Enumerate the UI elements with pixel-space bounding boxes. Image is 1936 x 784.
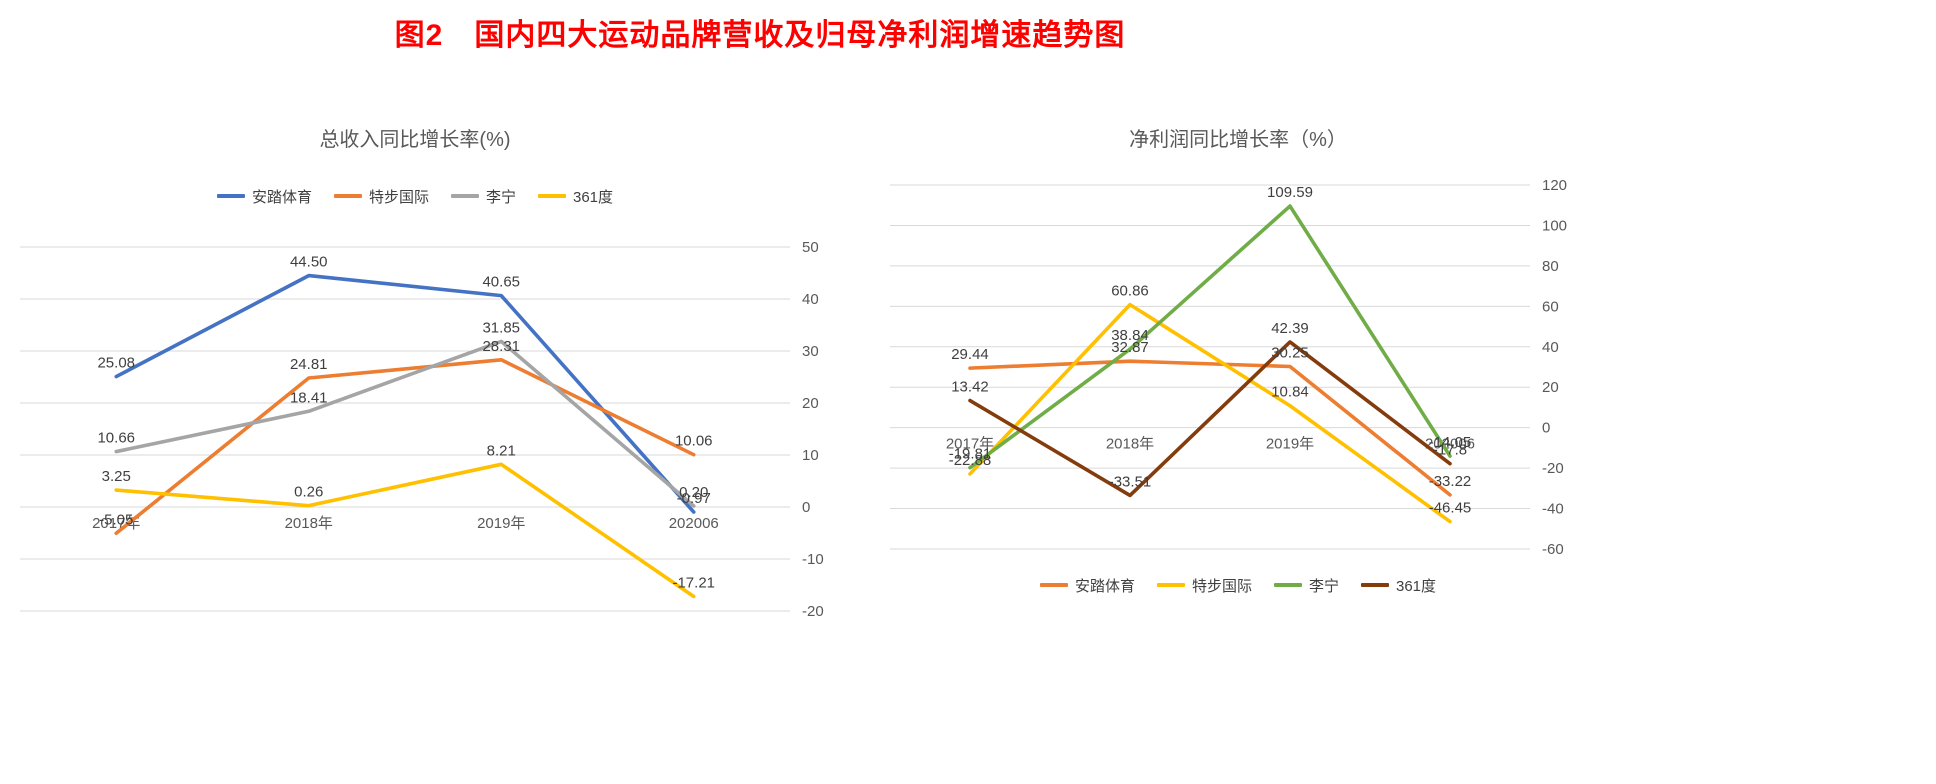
x-axis-category-label: 202006: [1425, 436, 1475, 453]
legend-label: 安踏体育: [1074, 577, 1135, 595]
data-label: 44.50: [290, 254, 328, 271]
data-label: 24.81: [290, 356, 328, 373]
y-axis-tick-label: 20: [1542, 379, 1559, 396]
y-axis-tick-label: 0: [1542, 420, 1550, 437]
profit-growth-chart: 净利润同比增长率（%） 120 100 80 60 40 20 0 -20 -40 -60 2017…: [888, 126, 1588, 595]
x-axis-category-label: 2019年: [1266, 436, 1314, 453]
data-label: 29.44: [951, 346, 989, 363]
revenue-chart-plot: 50 40 30 20 10 0 -10 -20 2017年 2018年 2019年 202006 25…: [20, 239, 824, 620]
profit-chart-title: 净利润同比增长率（%）: [1129, 129, 1347, 151]
data-label: 18.41: [290, 389, 328, 406]
x-axis-category-label: 202006: [669, 515, 719, 532]
legend-label: 李宁: [1308, 577, 1339, 595]
data-label: 60.86: [1111, 283, 1149, 300]
data-label: -33.22: [1429, 473, 1472, 490]
legend-item-安踏体育: 安踏体育: [216, 186, 312, 207]
data-label: 10.06: [675, 433, 713, 450]
y-axis-tick-label: 100: [1542, 217, 1567, 234]
legend-item-361度: 361度: [1361, 575, 1436, 596]
legend-marker: [1156, 583, 1185, 587]
revenue-growth-chart: 总收入同比增长率(%) 安踏体育 特步国际 李宁 361度 50 40 30 20 10 0 -1…: [0, 126, 830, 630]
data-label: 32.87: [1111, 339, 1149, 356]
series-line-361度: [968, 340, 1452, 498]
data-label: 40.65: [482, 274, 520, 291]
y-axis-tick-label: 0: [802, 499, 810, 516]
data-label: 8.21: [487, 442, 516, 459]
legend-item-李宁: 李宁: [1273, 575, 1339, 596]
y-axis-tick-label: 40: [1542, 339, 1559, 356]
x-axis-category-label: 2018年: [1106, 436, 1154, 453]
legend-marker: [1273, 583, 1302, 587]
x-axis-category-label: 2017年: [92, 515, 140, 532]
data-label: 28.31: [482, 338, 520, 355]
legend-label: 特步国际: [368, 188, 429, 206]
y-axis-tick-label: 80: [1542, 258, 1559, 275]
series-line-李宁: [968, 204, 1452, 470]
data-label: 30.25: [1271, 344, 1309, 361]
legend-label: 361度: [573, 188, 614, 206]
y-axis-tick-label: -40: [1542, 501, 1564, 518]
profit-chart-legend: 安踏体育 特步国际 李宁 361度: [888, 575, 1588, 595]
data-label: 25.08: [97, 355, 135, 372]
legend-marker: [333, 194, 362, 198]
data-label: 0.20: [679, 484, 708, 501]
legend-label: 安踏体育: [251, 188, 312, 206]
data-label: -17.8: [1433, 442, 1467, 459]
x-axis-category-label: 2017年: [946, 436, 994, 453]
series-line-361度: [114, 462, 696, 599]
legend-marker: [450, 194, 479, 198]
data-label: 10.66: [97, 430, 135, 447]
series-line-特步国际: [968, 302, 1452, 524]
series-line-特步国际: [114, 357, 696, 536]
data-label: 109.59: [1267, 184, 1313, 201]
y-axis-tick-label: 40: [802, 291, 819, 308]
legend-item-特步国际: 特步国际: [333, 186, 429, 207]
legend-item-李宁: 李宁: [450, 186, 516, 207]
legend-marker: [216, 194, 245, 198]
data-label: -19.81: [949, 446, 992, 463]
y-axis-tick-label: -10: [802, 551, 824, 568]
y-axis-tick-label: 10: [802, 447, 819, 464]
y-axis-tick-label: 60: [1542, 298, 1559, 315]
data-label: -17.21: [672, 574, 715, 591]
legend-marker: [1039, 583, 1068, 587]
data-label: -5.05: [99, 511, 133, 528]
legend-label: 李宁: [485, 188, 516, 206]
data-label: -0.97: [677, 490, 711, 507]
data-label: -46.45: [1429, 500, 1472, 517]
data-label: 38.84: [1111, 327, 1149, 344]
legend-item-特步国际: 特步国际: [1156, 575, 1252, 596]
series-line-安踏体育: [114, 273, 696, 514]
data-label: -22.88: [949, 452, 992, 469]
y-axis-tick-label: -20: [1542, 460, 1564, 477]
y-axis-tick-label: 30: [802, 343, 819, 360]
legend-marker: [538, 194, 566, 198]
data-label: 0.26: [294, 484, 323, 501]
data-label: -33.51: [1109, 473, 1152, 490]
legend-item-361度: 361度: [538, 186, 613, 207]
figure-title: 图2 国内四大运动品牌营收及归母净利润增速趋势图: [394, 19, 1126, 52]
profit-chart-plot: 120 100 80 60 40 20 0 -20 -40 -60 2017年 2018年 2019年 2…: [890, 177, 1567, 558]
data-label: 10.84: [1271, 384, 1309, 401]
data-label: 13.42: [951, 379, 989, 396]
legend-label: 特步国际: [1191, 577, 1252, 595]
y-axis-tick-label: -20: [802, 603, 824, 620]
data-label: 31.85: [482, 319, 520, 336]
x-axis-category-label: 2019年: [477, 515, 525, 532]
y-axis-tick-label: 20: [802, 395, 819, 412]
legend-marker: [1361, 583, 1389, 587]
y-axis-tick-label: -60: [1542, 541, 1564, 558]
data-label: 3.25: [102, 468, 131, 485]
data-label: -14.05: [1429, 434, 1472, 451]
revenue-chart-title: 总收入同比增长率(%): [319, 129, 511, 151]
y-axis-tick-label: 120: [1542, 177, 1567, 194]
series-line-安踏体育: [968, 359, 1452, 497]
y-axis-tick-label: 50: [802, 239, 819, 256]
series-line-李宁: [114, 339, 696, 508]
revenue-chart-legend: 安踏体育 特步国际 李宁 361度: [0, 186, 830, 206]
data-label: 42.39: [1271, 320, 1309, 337]
legend-item-安踏体育: 安踏体育: [1039, 575, 1135, 596]
x-axis-category-label: 2018年: [285, 515, 333, 532]
legend-label: 361度: [1396, 577, 1437, 595]
